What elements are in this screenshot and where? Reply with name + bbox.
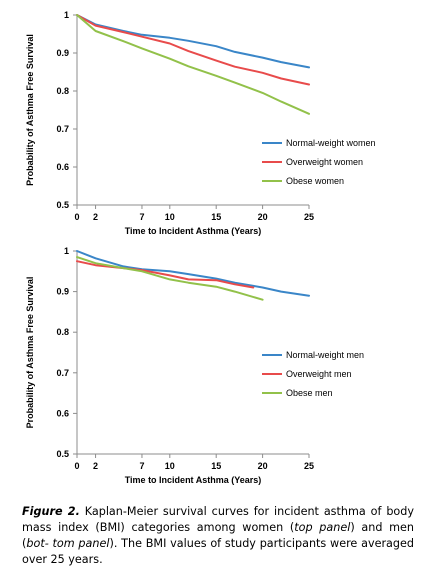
chart2-x-tick-label: 20 xyxy=(258,461,268,471)
chart1-y-tick-label: 0.5 xyxy=(56,200,69,210)
chart2-x-tick-label: 15 xyxy=(211,461,221,471)
chart1-x-tick-label: 0 xyxy=(74,212,79,222)
chart1-series-obese-women xyxy=(76,14,310,115)
chart2-y-axis-title: Probability of Asthma Free Survival xyxy=(25,277,35,429)
caption-label: Figure 2. xyxy=(22,505,80,518)
chart1-y-tick-label: 0.6 xyxy=(56,162,69,172)
figure-caption: Figure 2. Kaplan-Meier survival curves f… xyxy=(22,504,414,568)
chart1-x-axis-title: Time to Incident Asthma (Years) xyxy=(125,226,262,236)
chart2-y-tick-label: 1 xyxy=(64,246,69,256)
chart1-y-axis-title: Probability of Asthma Free Survival xyxy=(25,34,35,186)
chart1-legend-label: Overweight women xyxy=(286,157,363,167)
caption-italic-1: top panel xyxy=(294,521,351,534)
chart2-x-tick-label: 25 xyxy=(304,461,314,471)
chart1-y-tick-label: 0.9 xyxy=(56,48,69,58)
chart2-y-tick-label: 0.6 xyxy=(56,408,69,418)
chart2-series-obese-men xyxy=(76,256,264,301)
chart2-x-tick-label: 0 xyxy=(74,461,79,471)
chart2-x-tick-label: 7 xyxy=(139,461,144,471)
chart2-series-overweight-men xyxy=(76,260,255,289)
chart1-series-normal-weight-women xyxy=(76,14,310,69)
chart2-y-tick-label: 0.7 xyxy=(56,368,69,378)
chart1-y-tick-label: 1 xyxy=(64,10,69,20)
chart1-y-tick-label: 0.7 xyxy=(56,124,69,134)
chart2-x-tick-label: 10 xyxy=(165,461,175,471)
chart1-x-tick-label: 15 xyxy=(211,212,221,222)
chart1-y-tick-label: 0.8 xyxy=(56,86,69,96)
caption-text-2: ) and men ( xyxy=(22,521,414,550)
chart1-legend-label: Normal-weight women xyxy=(286,138,376,148)
chart2-x-tick-label: 2 xyxy=(93,461,98,471)
chart2-x-axis-title: Time to Incident Asthma (Years) xyxy=(125,475,262,485)
chart2-series-normal-weight-men xyxy=(76,250,310,297)
chart1-x-tick-label: 10 xyxy=(165,212,175,222)
chart1-series-overweight-women xyxy=(76,14,310,86)
caption-text-3: ). The BMI values of study participants … xyxy=(22,537,414,566)
chart2-legend-label: Overweight men xyxy=(286,369,352,379)
chart1-x-tick-label: 2 xyxy=(93,212,98,222)
caption-text-1: Kaplan-Meier survival curves for inciden… xyxy=(22,505,414,534)
chart2-legend-label: Obese men xyxy=(286,388,333,398)
chart2-y-tick-label: 0.8 xyxy=(56,327,69,337)
chart1-x-tick-label: 7 xyxy=(139,212,144,222)
chart1-legend-label: Obese women xyxy=(286,176,344,186)
chart2-legend-label: Normal-weight men xyxy=(286,350,364,360)
chart2-y-tick-label: 0.9 xyxy=(56,287,69,297)
caption-italic-2: bot- tom panel xyxy=(26,537,110,550)
chart1-x-tick-label: 20 xyxy=(258,212,268,222)
chart2-y-tick-label: 0.5 xyxy=(56,449,69,459)
chart1-x-tick-label: 25 xyxy=(304,212,314,222)
